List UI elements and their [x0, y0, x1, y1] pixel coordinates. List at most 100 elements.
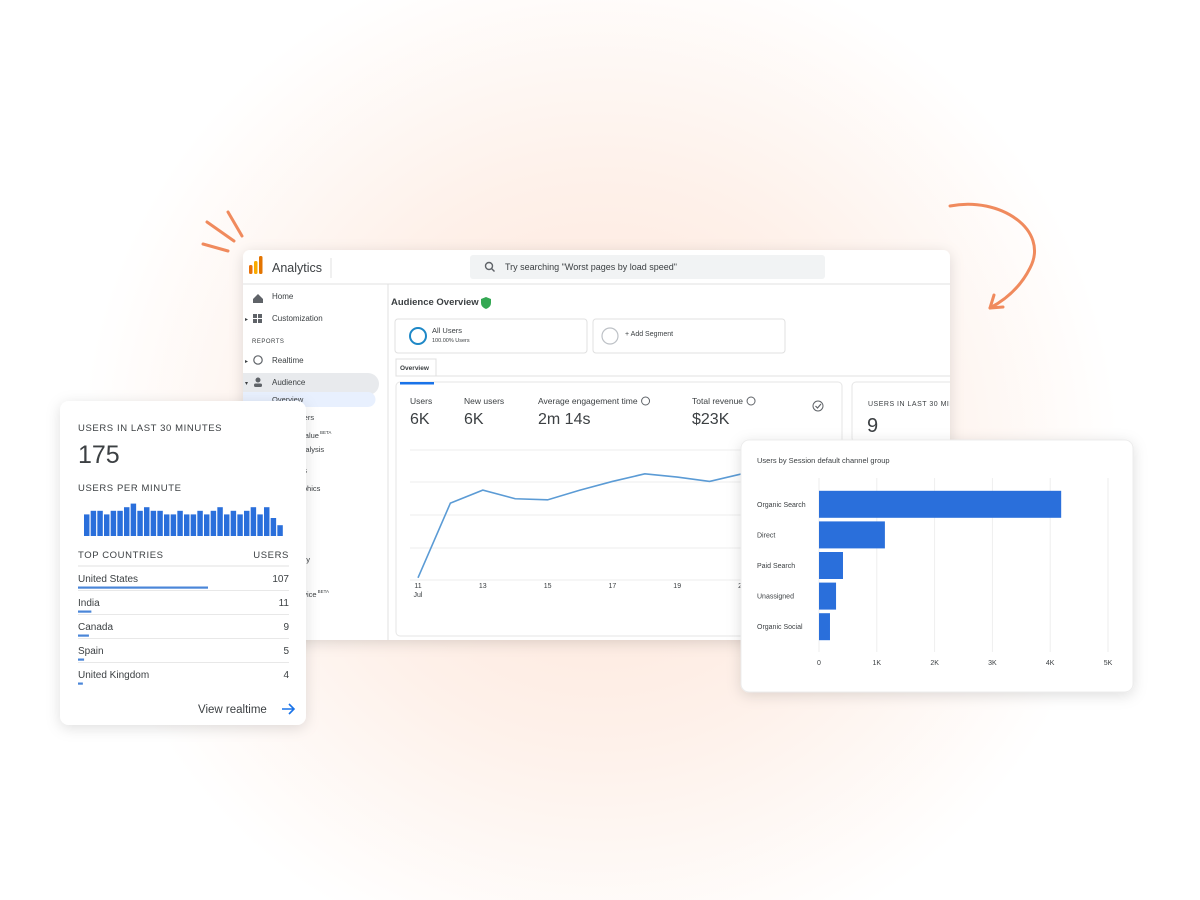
panel-title: USERS IN LAST 30 MINUTES: [78, 423, 222, 434]
minute-bar: [197, 510, 203, 536]
bar: [819, 613, 830, 641]
beta-badge: BETA: [318, 589, 329, 594]
minute-bar: [177, 510, 183, 536]
x-tick-label: 1K: [873, 660, 882, 667]
countries-table: United States 107 India 11 Canada 9 Spain 5 Unit…: [78, 574, 289, 685]
help-icon: [641, 396, 651, 406]
minute-bar: [217, 507, 223, 536]
x-tick-label: 15: [544, 583, 552, 590]
view-realtime-link[interactable]: View realtime: [198, 704, 267, 716]
minute-bar: [150, 510, 157, 536]
add-segment[interactable]: + Add Segment: [625, 331, 673, 338]
search-icon: [484, 261, 495, 272]
x-month-label: Jul: [414, 592, 423, 599]
card-title: Users by Session default channel group: [757, 456, 890, 465]
nav-item[interactable]: Customization: [272, 314, 323, 323]
bar: [819, 490, 1062, 518]
link-arrow: [282, 703, 296, 715]
metric-value: $23K: [692, 411, 730, 428]
x-tick-label: 5K: [1104, 660, 1113, 667]
bar: [819, 582, 837, 610]
minute-bar: [157, 510, 163, 536]
segment-name: All Users: [432, 326, 462, 335]
channel-card: Users by Session default channel group 0…: [740, 439, 1134, 693]
minute-bar: [110, 510, 117, 536]
check-icon: [812, 400, 824, 412]
minute-bar: [277, 525, 283, 536]
beta-badge: BETA: [320, 430, 331, 435]
y-tick-label: Unassigned: [757, 594, 794, 601]
countries-header: TOP COUNTRIES: [78, 550, 164, 561]
users-header: USERS: [253, 550, 289, 561]
minute-bar: [184, 514, 190, 536]
minute-bar: [257, 514, 263, 536]
x-tick-label: 11: [414, 583, 421, 590]
sub-nav-item[interactable]: Overview: [272, 395, 304, 404]
nav-highlight: [243, 373, 379, 395]
metric-value: 6K: [464, 411, 484, 428]
country-bar: [78, 610, 92, 613]
country-name: Canada: [78, 622, 113, 633]
realtime-mini-value: 9: [867, 415, 878, 437]
country-users: 107: [272, 574, 289, 585]
segment-box[interactable]: [592, 318, 786, 354]
y-tick-label: Direct: [757, 532, 775, 539]
minute-bar: [164, 514, 170, 536]
y-tick-label: Paid Search: [757, 563, 795, 570]
minute-bar: [137, 510, 143, 536]
search-placeholder: Try searching "Worst pages by load speed…: [505, 262, 677, 272]
minute-bar: [144, 507, 150, 536]
country-bar: [78, 682, 83, 685]
country-users: 4: [283, 670, 289, 681]
country-name: Spain: [78, 646, 104, 657]
segment-circle: [601, 327, 619, 345]
card-frame: [740, 439, 1134, 693]
nav-item[interactable]: Home: [272, 292, 294, 301]
nav-section: REPORTS: [252, 339, 284, 345]
nav-item[interactable]: Audience: [272, 378, 306, 387]
metric-label: Average engagement time: [538, 396, 638, 406]
country-users: 11: [279, 598, 290, 609]
country-bar: [78, 658, 85, 661]
realtime-icon: [253, 355, 263, 365]
minute-bar: [97, 510, 103, 536]
metric-label: Total revenue: [692, 396, 743, 406]
country-name: United States: [78, 574, 138, 585]
tab-label: Overview: [400, 365, 430, 372]
realtime-mini-title: USERS IN LAST 30 MINUTES: [868, 401, 976, 408]
minute-bar: [250, 507, 257, 536]
minute-bar: [130, 503, 137, 536]
x-tick-label: 2K: [930, 660, 939, 667]
tab[interactable]: [395, 358, 437, 377]
country-users: 5: [283, 646, 289, 657]
minute-bar: [204, 514, 210, 536]
page-title: Audience Overview: [391, 297, 479, 308]
metric-value: 2m 14s: [538, 411, 590, 428]
nav-item[interactable]: Realtime: [272, 356, 304, 365]
country-name: India: [78, 598, 100, 609]
help-icon: [746, 396, 756, 406]
metrics: Users 6K New users 6K Average engagement tim…: [410, 396, 756, 428]
minute-bar: [210, 510, 217, 536]
y-tick-label: Organic Social: [757, 624, 803, 631]
segment-box[interactable]: [394, 318, 588, 354]
per-minute-chart: [84, 503, 283, 536]
panel-frame: [60, 401, 306, 725]
minute-bar: [237, 514, 243, 536]
search-box[interactable]: [470, 255, 825, 279]
per-minute-title: USERS PER MINUTE: [78, 483, 182, 494]
metric-value: 6K: [410, 411, 430, 428]
minute-bar: [170, 514, 177, 536]
country-users: 9: [283, 622, 289, 633]
bar: [819, 552, 843, 579]
minute-bar: [124, 507, 130, 536]
country-bar: [78, 586, 208, 589]
window-content: Analytics Try searching "Worst pages by …: [243, 255, 976, 640]
minute-bar: [224, 514, 230, 536]
bar: [819, 521, 885, 549]
expander: ▸: [245, 359, 248, 365]
metric-label: New users: [464, 396, 504, 406]
